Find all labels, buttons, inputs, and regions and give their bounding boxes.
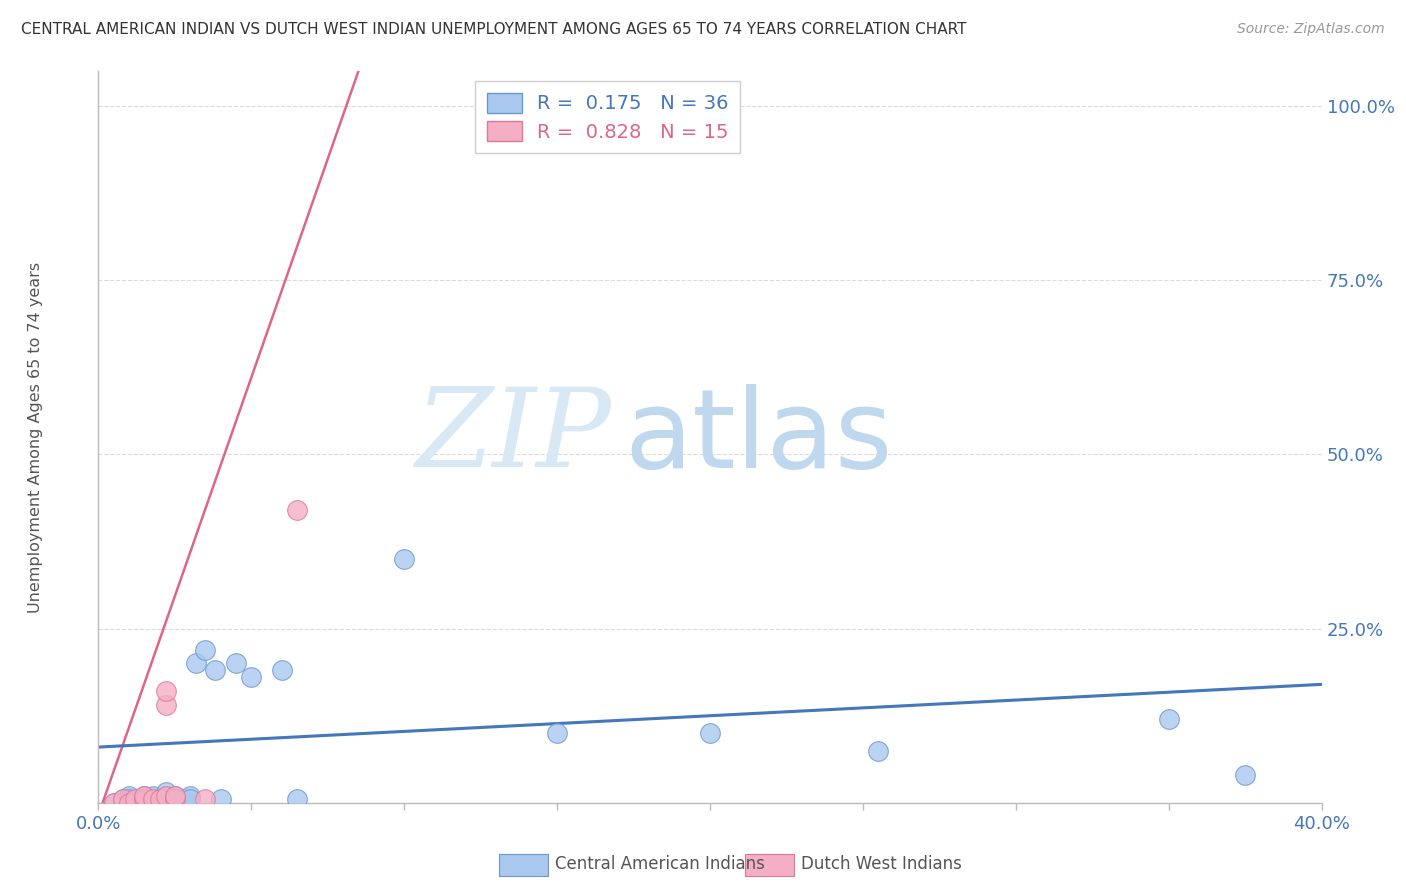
- Point: [134, 789, 156, 803]
- Point: [155, 789, 177, 803]
- Point: [285, 792, 308, 806]
- Point: [240, 670, 263, 684]
- Point: [134, 792, 156, 806]
- Point: [111, 792, 134, 806]
- Point: [149, 796, 172, 810]
- Point: [1157, 712, 1180, 726]
- Point: [163, 789, 186, 803]
- Text: atlas: atlas: [624, 384, 893, 491]
- Point: [179, 792, 201, 806]
- Text: Source: ZipAtlas.com: Source: ZipAtlas.com: [1237, 22, 1385, 37]
- Text: ZIP: ZIP: [416, 384, 612, 491]
- Point: [149, 792, 172, 806]
- Point: [392, 552, 416, 566]
- Point: [142, 792, 165, 806]
- Point: [204, 664, 226, 678]
- Point: [118, 789, 141, 803]
- Point: [142, 792, 165, 806]
- Point: [163, 792, 186, 806]
- Point: [194, 792, 217, 806]
- Legend: R =  0.175   N = 36, R =  0.828   N = 15: R = 0.175 N = 36, R = 0.828 N = 15: [475, 81, 741, 153]
- Point: [134, 789, 156, 803]
- Point: [1234, 768, 1257, 782]
- Text: Dutch West Indians: Dutch West Indians: [801, 855, 962, 873]
- Point: [142, 789, 165, 803]
- Point: [699, 726, 721, 740]
- Point: [111, 792, 134, 806]
- Point: [155, 785, 177, 799]
- Text: Central American Indians: Central American Indians: [555, 855, 765, 873]
- Point: [209, 792, 232, 806]
- Point: [134, 792, 156, 806]
- Text: CENTRAL AMERICAN INDIAN VS DUTCH WEST INDIAN UNEMPLOYMENT AMONG AGES 65 TO 74 YE: CENTRAL AMERICAN INDIAN VS DUTCH WEST IN…: [21, 22, 966, 37]
- Point: [546, 726, 568, 740]
- Point: [270, 664, 292, 678]
- Point: [103, 796, 125, 810]
- Point: [163, 792, 186, 806]
- Point: [155, 789, 177, 803]
- Point: [155, 792, 177, 806]
- Point: [163, 789, 186, 803]
- Point: [118, 796, 141, 810]
- Point: [179, 789, 201, 803]
- Point: [155, 684, 177, 698]
- Point: [124, 796, 146, 810]
- Point: [285, 503, 308, 517]
- Point: [155, 698, 177, 713]
- Point: [163, 796, 186, 810]
- Point: [118, 792, 141, 806]
- Point: [149, 792, 172, 806]
- Point: [186, 657, 208, 671]
- Point: [868, 743, 890, 757]
- Point: [194, 642, 217, 657]
- Point: [173, 792, 195, 806]
- Point: [127, 792, 149, 806]
- Point: [134, 796, 156, 810]
- Point: [103, 796, 125, 810]
- Text: Unemployment Among Ages 65 to 74 years: Unemployment Among Ages 65 to 74 years: [28, 261, 42, 613]
- Point: [124, 792, 146, 806]
- Point: [225, 657, 247, 671]
